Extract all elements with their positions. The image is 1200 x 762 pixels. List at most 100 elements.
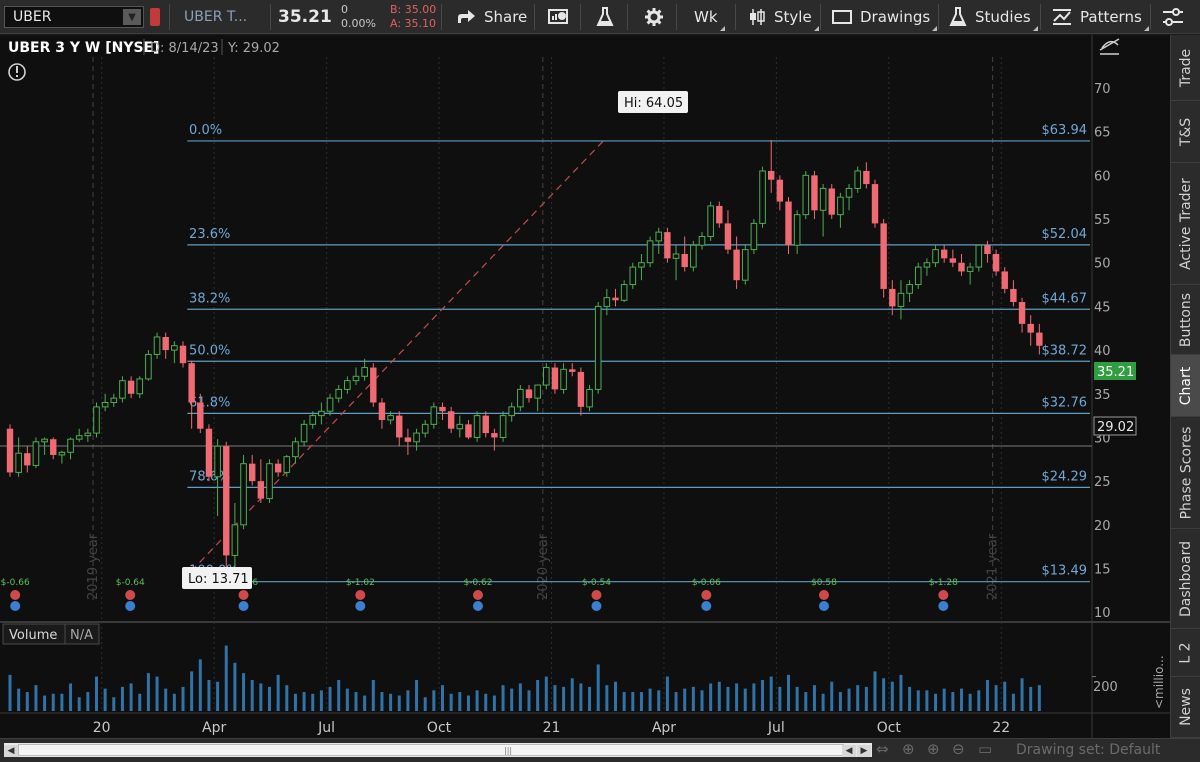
grip-icon: ||| <box>504 746 513 755</box>
share-button[interactable]: Share <box>448 0 535 34</box>
volume-bar <box>415 680 419 711</box>
hi-label-box[interactable]: Hi: 64.05 <box>618 91 688 113</box>
volume-bar <box>423 697 427 711</box>
drawings-button[interactable]: Drawings <box>824 0 938 34</box>
earnings-value: $-0.64 <box>116 578 145 588</box>
tab-buttons[interactable]: Buttons <box>1171 285 1200 355</box>
price-chart[interactable]: 2019 year 2020 year 2021 year 0.0% $63.94 23… <box>0 35 1170 738</box>
tab-level-2[interactable]: L 2 <box>1171 629 1200 677</box>
fibonacci-retracement[interactable]: 0.0% $63.94 23.6% $52.04 38.2% $44.67 50.0% $38… <box>0 123 1092 583</box>
flask-icon <box>596 7 614 26</box>
flask-icon <box>949 7 967 26</box>
time-tick-label: 20 <box>93 720 111 736</box>
volume-bar <box>406 690 410 711</box>
price-tick-label: 15 <box>1094 563 1111 578</box>
tab-trade[interactable]: Trade <box>1171 35 1200 101</box>
expand-arrows-icon[interactable]: ⇔ <box>876 740 889 758</box>
volume-bar <box>112 697 116 711</box>
customize-button[interactable] <box>1154 0 1192 34</box>
zoom-in-icon[interactable]: ⊕ <box>927 740 940 758</box>
fib-level-price: $44.67 <box>1042 291 1088 306</box>
volume-bar <box>778 686 782 711</box>
volume-bar <box>510 688 514 711</box>
tab-news-label: News <box>1178 688 1194 726</box>
price-tick-label: 35 <box>1094 388 1111 403</box>
horizontal-scrollbar[interactable]: ◀ ||| ◀ ▶ <box>4 743 872 757</box>
candle-body <box>551 367 559 390</box>
price-tick-label: 55 <box>1094 213 1111 228</box>
candle-body <box>93 406 100 434</box>
volume-bar <box>259 683 263 711</box>
chevron-down-icon[interactable]: ▼ <box>123 9 141 25</box>
earnings-marker <box>818 590 829 600</box>
flexible-grid-button[interactable] <box>540 0 578 34</box>
candle-body <box>880 223 887 289</box>
fib-level-percent: 0.0% <box>189 123 222 138</box>
volume-bar <box>544 676 548 711</box>
volume-pane[interactable] <box>8 645 1097 711</box>
candles-icon <box>750 9 765 25</box>
tab-phase-scores[interactable]: Phase Scores <box>1171 417 1200 529</box>
link-color-tag[interactable] <box>150 8 160 26</box>
crosshair-icon[interactable]: ⊕ <box>902 740 915 758</box>
volume-bar <box>925 690 929 711</box>
tab-chart[interactable]: Chart <box>1171 355 1200 417</box>
tab-dashboard[interactable]: Dashboard <box>1171 529 1200 629</box>
scroll-right-icon[interactable]: ▶ <box>857 745 871 757</box>
lab-button[interactable] <box>588 0 622 34</box>
candle-body <box>543 367 550 386</box>
tab-time-and-sales[interactable]: T&S <box>1171 101 1200 163</box>
zoom-out-icon[interactable]: ⊖ <box>952 740 965 758</box>
scroll-left-icon[interactable]: ◀ <box>4 745 18 757</box>
candle-body <box>612 297 619 301</box>
candle-body <box>707 205 714 238</box>
lo-label-box[interactable]: Lo: 13.71 <box>182 567 252 589</box>
chart-area[interactable]: 2019 year 2020 year 2021 year 0.0% $63.94 23… <box>0 35 1170 738</box>
volume-bar <box>562 686 566 711</box>
tab-news[interactable]: News <box>1171 677 1200 738</box>
candle-body <box>741 249 749 281</box>
fib-level-price: $13.49 <box>1042 564 1088 579</box>
volume-bar <box>8 674 12 711</box>
tab-buttons-label: Buttons <box>1178 292 1195 347</box>
candle-body <box>292 441 299 458</box>
studies-button[interactable]: Studies <box>941 0 1039 34</box>
volume-bar <box>458 692 462 711</box>
candle-body <box>577 371 585 407</box>
scroll-left-end-icon[interactable]: ◀ <box>842 745 856 757</box>
candle-body <box>941 249 948 259</box>
dividend-marker <box>125 601 136 611</box>
alert-icon[interactable] <box>8 63 26 81</box>
scrollbar-thumb[interactable]: ||| <box>18 744 844 756</box>
candle-body <box>932 249 939 264</box>
timeframe-button[interactable]: Wk <box>686 0 726 34</box>
volume-bar <box>1020 678 1024 711</box>
volume-bar <box>622 692 626 711</box>
price-tick-label: 70 <box>1094 82 1111 97</box>
candle-body <box>975 244 983 268</box>
earnings-value: $-0.54 <box>582 578 611 588</box>
tab-chart-label: Chart <box>1178 366 1195 405</box>
candle-body <box>664 232 671 259</box>
candle-body <box>776 179 784 202</box>
settings-button[interactable] <box>636 0 672 34</box>
time-axis[interactable]: 20 Apr Jul Oct 21 Apr Jul Oct 22 <box>93 720 1010 736</box>
volume-bar <box>328 686 332 711</box>
toolbar-divider <box>938 4 939 30</box>
symbol-input[interactable]: UBER ▼ <box>4 6 144 28</box>
candle-body <box>620 284 628 301</box>
candle-body <box>456 423 464 430</box>
zoom-box-icon[interactable]: ▭ <box>978 740 993 758</box>
candle-body <box>889 288 896 307</box>
candle-body <box>793 214 801 246</box>
drawing-set-selector[interactable]: Drawing set: Default <box>1016 742 1161 758</box>
tab-active-trader[interactable]: Active Trader <box>1171 163 1200 285</box>
chart-mode-icon[interactable] <box>1099 38 1120 55</box>
style-button[interactable]: Style <box>740 0 820 34</box>
volume-bar <box>1011 693 1015 711</box>
ask-price: A: 35.10 <box>390 17 437 30</box>
candle-body <box>404 437 412 442</box>
candle-body <box>854 170 862 189</box>
patterns-button[interactable]: Patterns <box>1044 0 1150 34</box>
